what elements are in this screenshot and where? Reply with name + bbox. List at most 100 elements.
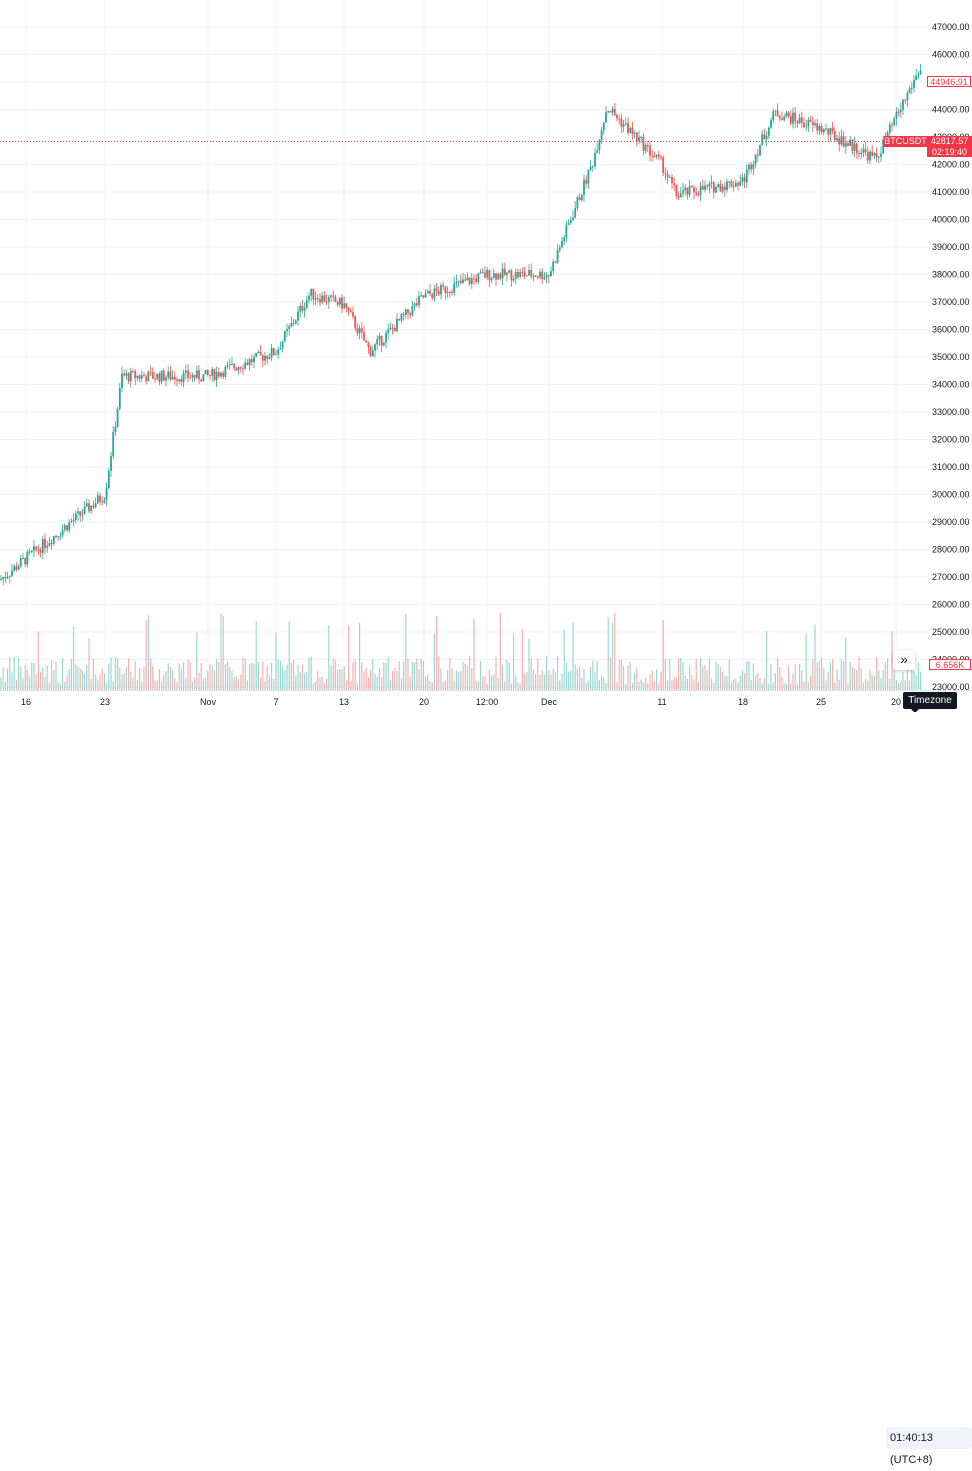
candle-body (222, 372, 225, 377)
candle-body (882, 139, 885, 154)
candle-body (712, 182, 715, 193)
volume-bar (40, 671, 42, 690)
candle-body (664, 172, 667, 175)
candle-body (299, 305, 302, 312)
candle-body (605, 112, 607, 123)
volume-bar (240, 674, 242, 690)
candle-body (94, 503, 97, 508)
volume-bar (167, 663, 169, 690)
volume-bar (840, 659, 842, 690)
volume-bar (330, 665, 332, 690)
candle-body (453, 283, 456, 293)
time-tick-label: 20 (891, 697, 901, 707)
candle-body (209, 374, 211, 376)
price-axis: 47000.0046000.0045000.0044000.0043000.00… (932, 22, 970, 692)
candle-body (235, 368, 238, 371)
candle-body (767, 127, 770, 136)
candle-body (699, 186, 702, 196)
candle-body (110, 456, 112, 471)
candle-body (347, 307, 350, 311)
candle-body (237, 367, 240, 371)
volume-bar (473, 618, 475, 690)
volume-bar (416, 658, 418, 690)
volume-bar (735, 678, 737, 690)
candle-body (499, 273, 502, 279)
candle-body (0, 579, 2, 581)
candle-body (671, 176, 673, 184)
volume-bar (658, 683, 660, 690)
volume-bar (579, 665, 581, 690)
price-chart[interactable]: 47000.0046000.0045000.0044000.0043000.00… (0, 0, 972, 739)
candle-body (356, 328, 359, 334)
volume-bar (367, 677, 369, 690)
candle-body (105, 487, 108, 500)
volume-bar (884, 661, 886, 690)
volume-bar (431, 682, 433, 690)
candle-body (305, 300, 308, 308)
candle-body (352, 312, 354, 317)
volume-bar (645, 678, 647, 690)
candle-body (855, 143, 858, 154)
volume-bar (284, 669, 286, 690)
candle-body (266, 355, 269, 359)
candle-body (15, 566, 18, 570)
candle-body (396, 318, 398, 332)
candle-body (607, 111, 610, 113)
volume-bar (873, 675, 875, 690)
volume-bar (211, 665, 213, 690)
candle-body (561, 240, 563, 248)
volume-bar (139, 668, 141, 690)
volume-bar (143, 666, 145, 690)
volume-bar (286, 664, 288, 690)
volume-bar (647, 683, 649, 690)
candle-body (684, 187, 687, 191)
candle-body (814, 123, 816, 126)
volume-bar (405, 613, 407, 690)
volume-bar (563, 629, 565, 690)
volume-bar (315, 681, 317, 690)
candle-body (85, 503, 88, 507)
volume-bar (669, 659, 671, 690)
candle-body (129, 370, 132, 382)
volume-bar (530, 657, 532, 690)
volume-bar (180, 668, 182, 690)
volume-bar (114, 656, 116, 690)
volume-bar (880, 678, 882, 690)
candle-body (83, 506, 86, 515)
candle-body (781, 118, 783, 121)
candle-body (77, 511, 79, 514)
candle-body (336, 301, 339, 305)
candle-body (761, 134, 764, 146)
candle-body (297, 311, 299, 321)
volume-bar (750, 679, 752, 690)
volume-bar (818, 660, 820, 690)
volume-bar (251, 662, 253, 690)
timezone-clock-button[interactable]: 01:40:13 (UTC+8) (886, 1427, 972, 1466)
candle-body (17, 566, 20, 570)
candle-body (649, 145, 651, 156)
candle-body (323, 295, 326, 302)
chart-canvas[interactable]: 47000.0046000.0045000.0044000.0043000.00… (0, 0, 972, 739)
scroll-to-realtime-button[interactable]: » (893, 650, 915, 670)
candle-body (640, 137, 643, 139)
candle-body (666, 174, 669, 178)
candle-body (627, 123, 629, 133)
volume-bar (587, 680, 589, 690)
candle-body (475, 278, 478, 283)
volume-bar (730, 682, 732, 690)
volume-bar (242, 657, 244, 690)
volume-bar (748, 660, 750, 690)
candle-body (145, 376, 148, 382)
candle-body (629, 127, 632, 133)
candle-body (213, 369, 216, 380)
volume-bar (920, 671, 922, 690)
volume-bar (354, 659, 356, 690)
candle-body (244, 362, 247, 369)
volume-bar (46, 665, 48, 690)
candle-body (310, 288, 313, 296)
candle-body (259, 351, 262, 356)
volume-bar (0, 677, 2, 690)
volume-bar (84, 673, 86, 690)
candle-body (778, 116, 781, 119)
volume-bar (44, 676, 46, 690)
